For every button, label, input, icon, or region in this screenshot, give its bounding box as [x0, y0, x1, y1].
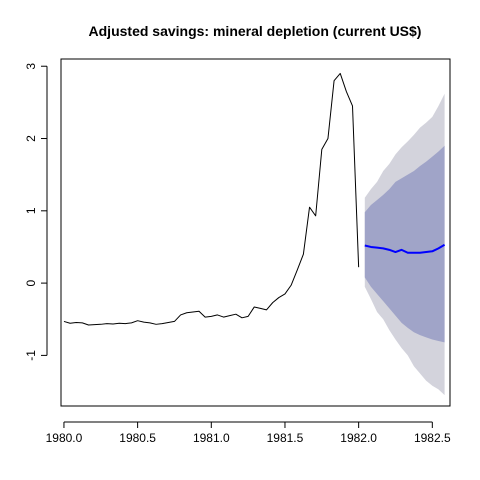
- y-tick-label: 1: [24, 207, 38, 214]
- x-tick-label: 1980.5: [119, 431, 156, 445]
- band-80: [364, 145, 445, 343]
- x-axis: 1980.0 1980.5 1981.0 1981.5 1982.0 1982.5: [46, 421, 451, 445]
- y-tick-label: 0: [24, 279, 38, 286]
- chart-title: Adjusted savings: mineral depletion (cur…: [89, 23, 422, 39]
- x-tick-label: 1980.0: [46, 431, 83, 445]
- series-lines: [63, 72, 446, 326]
- y-tick-label: 2: [24, 135, 38, 142]
- prediction-interval-bands: [364, 93, 445, 396]
- x-tick-label: 1982.0: [340, 431, 377, 445]
- y-tick-label: -1: [24, 350, 38, 361]
- y-axis: -1 0 1 2 3: [24, 63, 48, 361]
- x-tick-label: 1981.5: [267, 431, 304, 445]
- plot-frame: [60, 58, 451, 407]
- x-tick-label: 1982.5: [414, 431, 451, 445]
- x-tick-label: 1981.0: [193, 431, 230, 445]
- series-observed-line: [63, 72, 360, 326]
- y-tick-label: 3: [24, 63, 38, 70]
- series-forecast-line: [364, 243, 446, 254]
